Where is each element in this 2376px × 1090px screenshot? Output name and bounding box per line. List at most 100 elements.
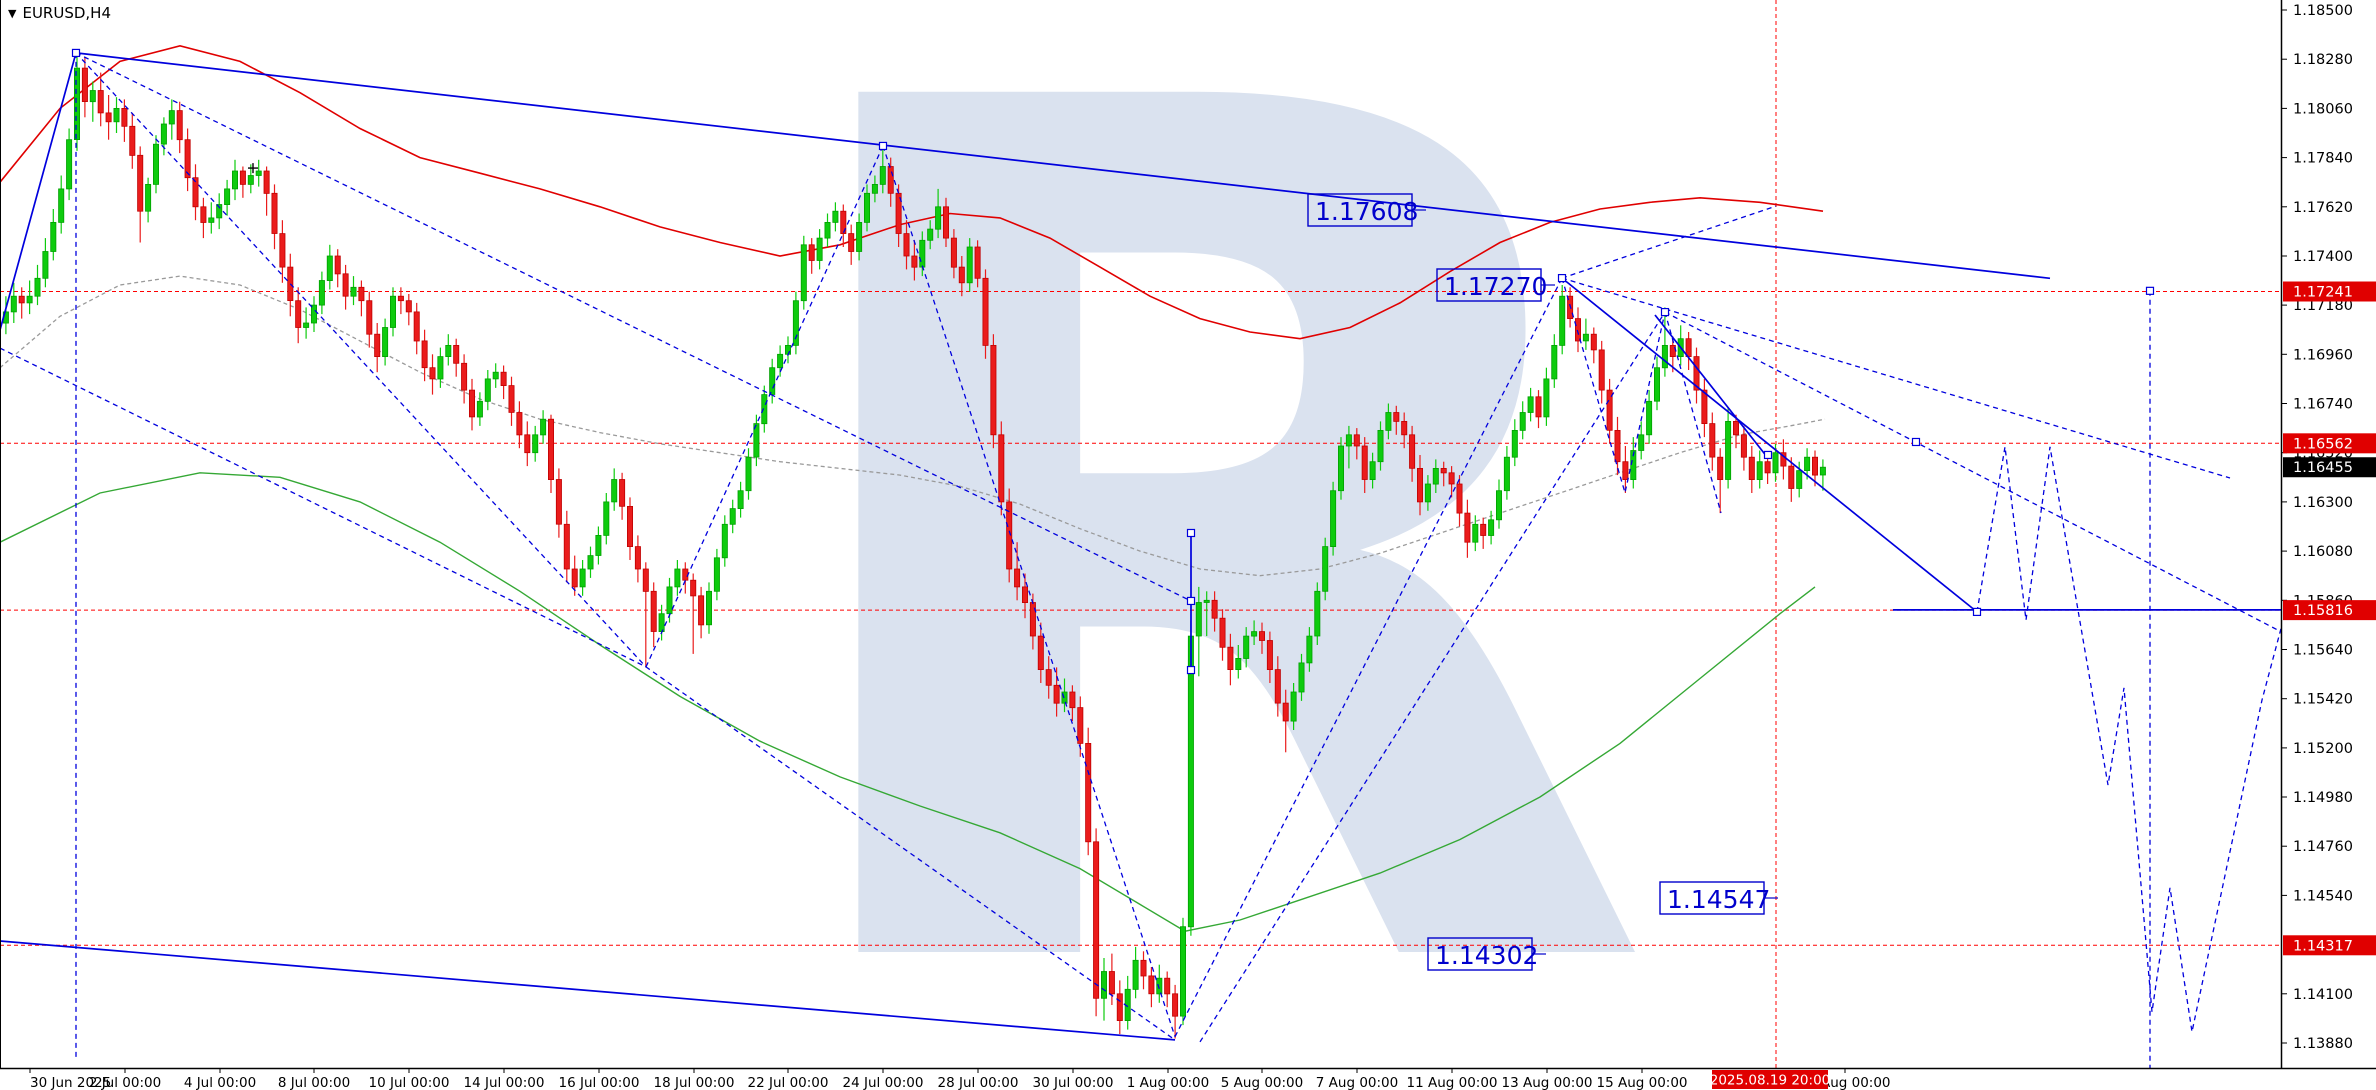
time-tick-label: 11 Aug 00:00 [1406,1075,1497,1090]
candle-body [74,67,81,140]
price-tick-label: 1.15420 [2293,692,2353,708]
time-tick-label: 10 Jul 00:00 [369,1075,450,1090]
candle-body [524,434,531,454]
candle-body [1282,702,1289,722]
time-badge-text: 2025.08.19 20:00 [1710,1073,1831,1089]
candle-body [176,110,183,141]
candle-body [421,340,428,369]
candle-body [1156,977,1163,995]
trendline-solid [75,52,2051,280]
candle-body [42,251,49,279]
candle-body [231,170,238,190]
candle-body [1266,640,1273,671]
candle-body [18,295,25,304]
candle-body [1290,691,1297,722]
price-tick-label: 1.18500 [2293,3,2353,19]
time-tick-label: 24 Jul 00:00 [843,1075,924,1090]
candle-body [824,221,831,239]
candle-body [958,266,965,284]
candle-body [856,221,863,252]
candle-body [1772,452,1779,474]
candle-body [721,523,728,559]
candle-body [548,418,555,481]
candle-body [1385,412,1392,431]
price-badge-red [2283,600,2376,621]
candle-body [1195,602,1202,637]
time-tick-label: 4 Jul 00:00 [184,1075,256,1090]
trendline-dashed [1199,311,1666,1043]
time-tick-label: 16 Jul 00:00 [559,1075,640,1090]
candle-body [1590,333,1597,351]
anchor-square-marker[interactable] [2145,286,2155,295]
candle-body [1338,445,1345,492]
anchor-square-marker[interactable] [1972,607,1982,617]
ohlc-cross-marker [248,163,258,174]
candle-body [192,177,199,208]
candle-body [1369,461,1376,481]
candle-body [1085,743,1092,843]
price-axis-panel[interactable] [2281,0,2376,1090]
price-tick-label: 1.15200 [2293,741,2353,757]
candle-body [571,568,578,588]
candle-body [745,456,752,492]
candle-body [1251,631,1258,637]
candle-body [216,204,223,219]
candle-body [1029,602,1036,637]
trendline-dashed [75,52,1192,602]
candle-body [81,67,88,102]
candle-body [1488,519,1495,536]
candle-body [1796,470,1803,489]
candle-body [1575,318,1582,342]
candle-body [1014,568,1021,588]
candle-body [840,210,847,234]
anchor-square-marker[interactable] [1557,273,1567,283]
candle-body [634,546,641,570]
anchor-square-marker[interactable] [1186,528,1196,538]
anchor-square-marker[interactable] [71,48,81,58]
candle-body [1606,389,1613,431]
anchor-square-marker[interactable] [1186,665,1196,675]
candle-body [1448,472,1455,485]
candle-body [34,277,41,297]
candle-body [1077,707,1084,744]
anchor-square-marker[interactable] [1911,437,1921,447]
candle-body [1409,434,1416,469]
anchor-square-marker[interactable] [1763,450,1773,460]
candle-body [1164,977,1171,995]
candle-body [1733,420,1740,436]
symbol-timeframe-label[interactable]: ▼ EURUSD,H4 [8,4,111,22]
candle-body [1203,599,1210,603]
price-badge-red [2283,935,2376,956]
candle-body [224,188,231,205]
candle-body [1211,599,1218,619]
price-badge-text: 1.16562 [2293,436,2353,452]
symbol-label-text: EURUSD,H4 [22,4,111,22]
candle-body [374,333,381,358]
candle-body [271,192,278,234]
candle-body [864,192,871,223]
candle-body [555,479,562,525]
candle-body [500,371,507,387]
anchor-square-marker[interactable] [1660,307,1670,317]
candle-body [1780,452,1787,467]
price-tick-label: 1.18280 [2293,52,2353,68]
candle-body [1582,333,1589,342]
candle-body [650,590,657,632]
candle-body [706,590,713,626]
candle-body [1298,662,1305,693]
price-tick-label: 1.14540 [2293,888,2353,904]
anchor-square-marker[interactable] [1186,596,1196,606]
candle-body [816,237,823,261]
price-tick-label: 1.16300 [2293,495,2353,511]
time-tick-label: 8 Jul 00:00 [278,1075,350,1090]
trendline-solid [0,52,77,331]
candle-body [761,394,768,425]
candle-body [1756,461,1763,481]
candle-body [1227,646,1234,671]
trendline-solid [1654,314,1769,459]
trendline-dashed [1664,311,2376,682]
anchor-square-marker[interactable] [878,141,888,151]
price-tick-label: 1.14980 [2293,790,2353,806]
candle-body [1614,429,1621,463]
